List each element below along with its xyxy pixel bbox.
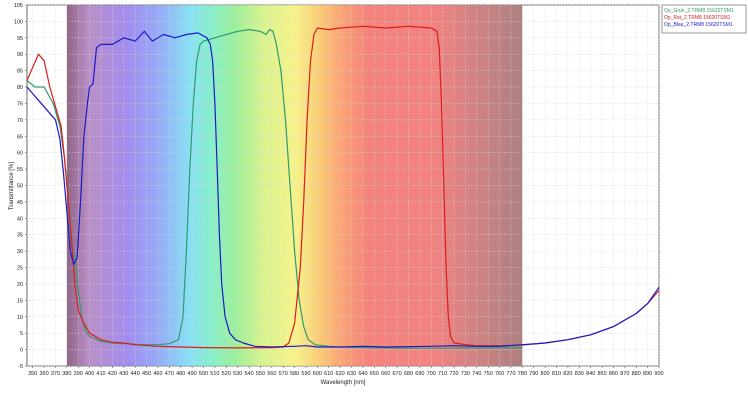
x-tick-label: 840 <box>586 371 595 377</box>
x-tick-label: 580 <box>290 371 299 377</box>
x-tick-label: 660 <box>381 371 390 377</box>
x-tick-label: 690 <box>415 371 424 377</box>
x-tick-label: 790 <box>529 371 538 377</box>
x-tick-label: 430 <box>119 371 128 377</box>
x-tick-label: 710 <box>438 371 447 377</box>
series-line-2 <box>26 25 660 349</box>
x-tick-label: 530 <box>233 371 242 377</box>
x-tick-label: 670 <box>392 371 401 377</box>
x-tick-label: 540 <box>244 371 253 377</box>
y-tick-label: 90 <box>17 52 23 58</box>
x-tick-label: 550 <box>256 371 265 377</box>
x-tick-label: 610 <box>324 371 333 377</box>
x-tick-label: 880 <box>632 371 641 377</box>
y-tick-label: 35 <box>17 233 23 239</box>
y-tick-label: 25 <box>17 266 23 272</box>
x-tick-label: 700 <box>427 371 436 377</box>
x-tick-label: 450 <box>142 371 151 377</box>
x-tick-label: 640 <box>358 371 367 377</box>
x-tick-label: 810 <box>552 371 561 377</box>
x-tick-label: 460 <box>153 371 162 377</box>
x-tick-label: 390 <box>74 371 83 377</box>
series-line-3 <box>26 30 660 348</box>
x-tick-label: 400 <box>85 371 94 377</box>
x-tick-label: 890 <box>643 371 652 377</box>
x-tick-label: 820 <box>563 371 572 377</box>
x-tick-label: 760 <box>495 371 504 377</box>
y-tick-label: 65 <box>17 134 23 140</box>
tick-labels: 350 360 370 380 390 400 410 420 430 440 450 460 470 4… <box>14 3 664 377</box>
x-tick-label: 850 <box>597 371 606 377</box>
x-tick-label: 650 <box>370 371 379 377</box>
series-line-1 <box>26 29 523 349</box>
x-tick-label: 380 <box>62 371 71 377</box>
y-tick-label: 5 <box>20 331 23 337</box>
y-tick-label: 45 <box>17 200 23 206</box>
x-axis-label: Wavelength [nm] <box>321 380 366 386</box>
x-tick-label: 600 <box>313 371 322 377</box>
y-tick-label: 10 <box>17 315 23 321</box>
legend-entry: Op_Blau_2.TRM8 15620TSM1 <box>664 22 733 28</box>
x-tick-label: 500 <box>199 371 208 377</box>
x-tick-label: 350 <box>28 371 37 377</box>
x-tick-label: 520 <box>222 371 231 377</box>
x-tick-label: 860 <box>609 371 618 377</box>
y-tick-label: 75 <box>17 101 23 107</box>
x-tick-label: 830 <box>575 371 584 377</box>
y-tick-label: 80 <box>17 85 23 91</box>
x-tick-label: 360 <box>39 371 48 377</box>
x-tick-label: 590 <box>301 371 310 377</box>
y-tick-label: 100 <box>14 19 23 25</box>
y-axis-label: Transmittance [%] <box>9 162 15 210</box>
y-tick-label: 95 <box>17 36 23 42</box>
x-tick-label: 680 <box>404 371 413 377</box>
x-tick-label: 470 <box>165 371 174 377</box>
y-tick-label: 55 <box>17 167 23 173</box>
x-tick-label: 750 <box>484 371 493 377</box>
x-tick-label: 770 <box>506 371 515 377</box>
x-tick-label: 570 <box>279 371 288 377</box>
y-tick-label: 60 <box>17 151 23 157</box>
y-tick-label: 15 <box>17 298 23 304</box>
y-tick-label: 0 <box>20 348 23 354</box>
x-tick-label: 480 <box>176 371 185 377</box>
x-tick-label: 780 <box>518 371 527 377</box>
x-tick-label: 410 <box>96 371 105 377</box>
y-tick-label: 85 <box>17 69 23 75</box>
series-layer <box>26 25 660 349</box>
x-tick-label: 720 <box>449 371 458 377</box>
y-tick-label: 40 <box>17 216 23 222</box>
legend-box <box>661 4 747 34</box>
x-tick-label: 900 <box>654 371 663 377</box>
legend-entry: Op_Grün_2.TRM8 15620TSM1 <box>664 8 734 14</box>
y-tick-label: 105 <box>14 3 23 9</box>
x-tick-label: 510 <box>210 371 219 377</box>
y-tick-label: -5 <box>18 364 23 370</box>
x-tick-label: 870 <box>620 371 629 377</box>
x-tick-label: 740 <box>472 371 481 377</box>
y-tick-label: 20 <box>17 282 23 288</box>
x-tick-label: 370 <box>51 371 60 377</box>
y-tick-label: 50 <box>17 184 23 190</box>
y-tick-label: 30 <box>17 249 23 255</box>
legend-entry: Op_Rot_2.TRM8 15620TSM1 <box>664 15 731 21</box>
x-tick-label: 560 <box>267 371 276 377</box>
x-tick-label: 730 <box>461 371 470 377</box>
x-tick-label: 630 <box>347 371 356 377</box>
x-tick-label: 620 <box>336 371 345 377</box>
x-tick-label: 490 <box>188 371 197 377</box>
x-tick-label: 420 <box>108 371 117 377</box>
x-tick-label: 440 <box>131 371 140 377</box>
y-tick-label: 70 <box>17 118 23 124</box>
x-tick-label: 800 <box>541 371 550 377</box>
